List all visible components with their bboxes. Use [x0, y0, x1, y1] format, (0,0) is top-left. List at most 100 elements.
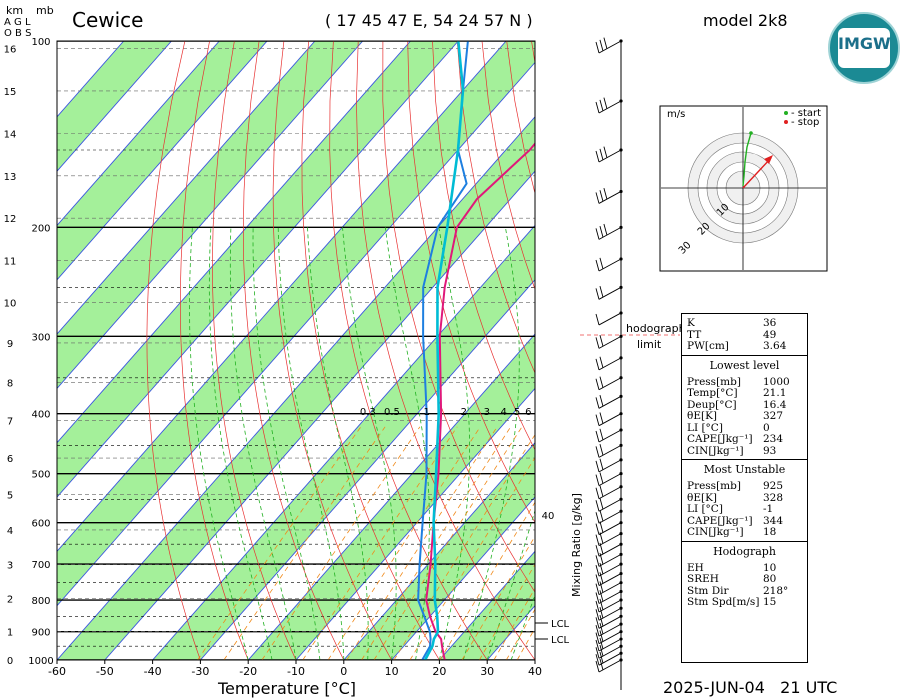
- isotherm-line: [57, 41, 316, 335]
- dry-adiabat: [382, 41, 535, 593]
- wind-barb-staff: [598, 638, 622, 652]
- isotherm-line: [200, 279, 535, 660]
- logo-inner: [838, 28, 890, 68]
- index-label: Press[mb]: [687, 480, 741, 492]
- mixing-ratio-line: [393, 434, 535, 660]
- km-tick-label: 12: [4, 214, 17, 225]
- panel-divider: [682, 354, 807, 356]
- wind-barb-feather: [599, 590, 604, 602]
- km-tick-label: 7: [7, 417, 13, 428]
- wind-barb-feather: [595, 617, 600, 629]
- wind-barb-feather: [595, 639, 600, 652]
- wind-barb-feather: [603, 223, 608, 236]
- mixing-ratio-label: 4: [500, 407, 506, 418]
- wind-barb-staff: [598, 582, 622, 596]
- wind-barb-feather: [599, 598, 604, 610]
- index-value: 327: [763, 410, 784, 422]
- profile-line-2: [423, 41, 465, 660]
- hodograph-limit-label-2: limit: [637, 338, 662, 351]
- most-unstable-title: Most Unstable: [703, 463, 786, 476]
- index-value: 925: [763, 480, 784, 492]
- moist-adiabat: [307, 227, 369, 660]
- hodograph-limit-label-1: hodograph: [626, 322, 686, 335]
- mixing-ratio-label-40: 40: [542, 511, 555, 522]
- x-tick-label: -50: [96, 665, 114, 678]
- km-tick-label: 10: [4, 298, 17, 309]
- index-label: K: [687, 317, 695, 329]
- wind-barb-staff: [598, 615, 622, 629]
- index-row: CIN[Jkg⁻¹] 18: [682, 526, 807, 539]
- index-row: θE[K] 327: [682, 410, 807, 423]
- wind-barb-feather: [595, 660, 600, 673]
- dry-adiabat: [180, 41, 249, 660]
- indices-panel: K 36 TT 49 PW[cm] 3.64 Lowest level Press[m…: [681, 313, 808, 663]
- wind-barb-staff: [598, 191, 622, 204]
- wind-barb-feather: [595, 397, 600, 409]
- wind-barb-feather: [595, 609, 600, 621]
- wind-barb-staff: [598, 286, 622, 300]
- wind-barb-feather: [599, 553, 604, 565]
- isotherm-line: [57, 41, 220, 227]
- wind-barb-staff: [598, 533, 622, 547]
- mixing-ratio-label: 3: [484, 407, 490, 418]
- wind-barb-staff: [598, 553, 622, 567]
- wind-barb-feather: [595, 534, 600, 546]
- wind-barb-feather: [595, 624, 600, 637]
- wind-barb-feather: [599, 39, 604, 51]
- x-tick-label: -60: [48, 665, 66, 678]
- wind-barb-feather: [599, 428, 604, 440]
- storm-motion-arrowhead: [764, 155, 773, 164]
- wind-barb-feather: [599, 444, 604, 456]
- wind-barb-staff: [598, 510, 622, 524]
- index-row: θE[K] 328: [682, 491, 807, 505]
- pressure-tick-label: 500: [31, 470, 50, 481]
- index-value: 234: [763, 433, 784, 445]
- most-unstable-rows: Press[mb] 925 θE[K] 328 LI [°C] -1 CAPE[Jkg…: [682, 477, 807, 539]
- profile-line-1: [417, 41, 469, 660]
- index-value: 1000: [763, 375, 790, 388]
- wind-barb-feather: [603, 37, 608, 49]
- x-tick-label: -40: [144, 665, 162, 678]
- wind-barb-staff: [598, 444, 622, 458]
- km-tick-label: 6: [7, 454, 13, 465]
- isotherm-line: [152, 224, 535, 660]
- wind-barb-feather: [595, 430, 600, 443]
- mixing-ratio-line: [261, 426, 421, 660]
- mixing-ratio-line: [373, 426, 523, 660]
- index-label: EH: [687, 561, 704, 574]
- wind-barb-staff: [598, 413, 622, 427]
- mixing-ratio-line: [197, 426, 362, 660]
- index-value: 218°: [763, 584, 789, 597]
- index-row: LI [°C] 0: [682, 422, 807, 435]
- isotherm-band: [57, 41, 535, 606]
- wind-barb-feather: [599, 257, 604, 269]
- index-row: Press[mb] 925: [682, 480, 807, 493]
- index-row: CAPE[Jkg⁻¹] 344: [682, 515, 807, 528]
- wind-barb-staff: [598, 100, 622, 114]
- km-tick-label: 11: [4, 257, 17, 268]
- index-row: CAPE[Jkg⁻¹] 234: [682, 433, 807, 446]
- moist-adiabat: [384, 227, 430, 660]
- mixing-ratio-label: 0.3: [360, 407, 376, 418]
- index-label: θE[K]: [687, 491, 718, 504]
- moist-adiabat: [252, 227, 321, 660]
- moist-adiabat: [462, 227, 520, 660]
- wind-barb-staff: [598, 623, 622, 637]
- wind-barb-feather: [595, 414, 600, 426]
- isotherm-line: [57, 41, 507, 553]
- index-row-k: K 36: [682, 317, 807, 330]
- wind-barb-staff: [598, 258, 622, 272]
- dry-adiabat: [456, 41, 535, 374]
- skewt-grid: [57, 41, 535, 660]
- index-row-tt: TT 49: [682, 329, 807, 342]
- wind-barb-feather: [595, 41, 600, 54]
- moist-adiabat: [208, 227, 273, 660]
- wind-barb-feather: [595, 555, 600, 567]
- isotherm-line: [57, 41, 459, 498]
- isotherm-line: [439, 550, 535, 660]
- wind-barb-staff: [598, 335, 622, 349]
- wind-barb-staff: [598, 645, 622, 659]
- index-value: 15: [763, 596, 777, 608]
- wind-barb-feather: [599, 607, 604, 619]
